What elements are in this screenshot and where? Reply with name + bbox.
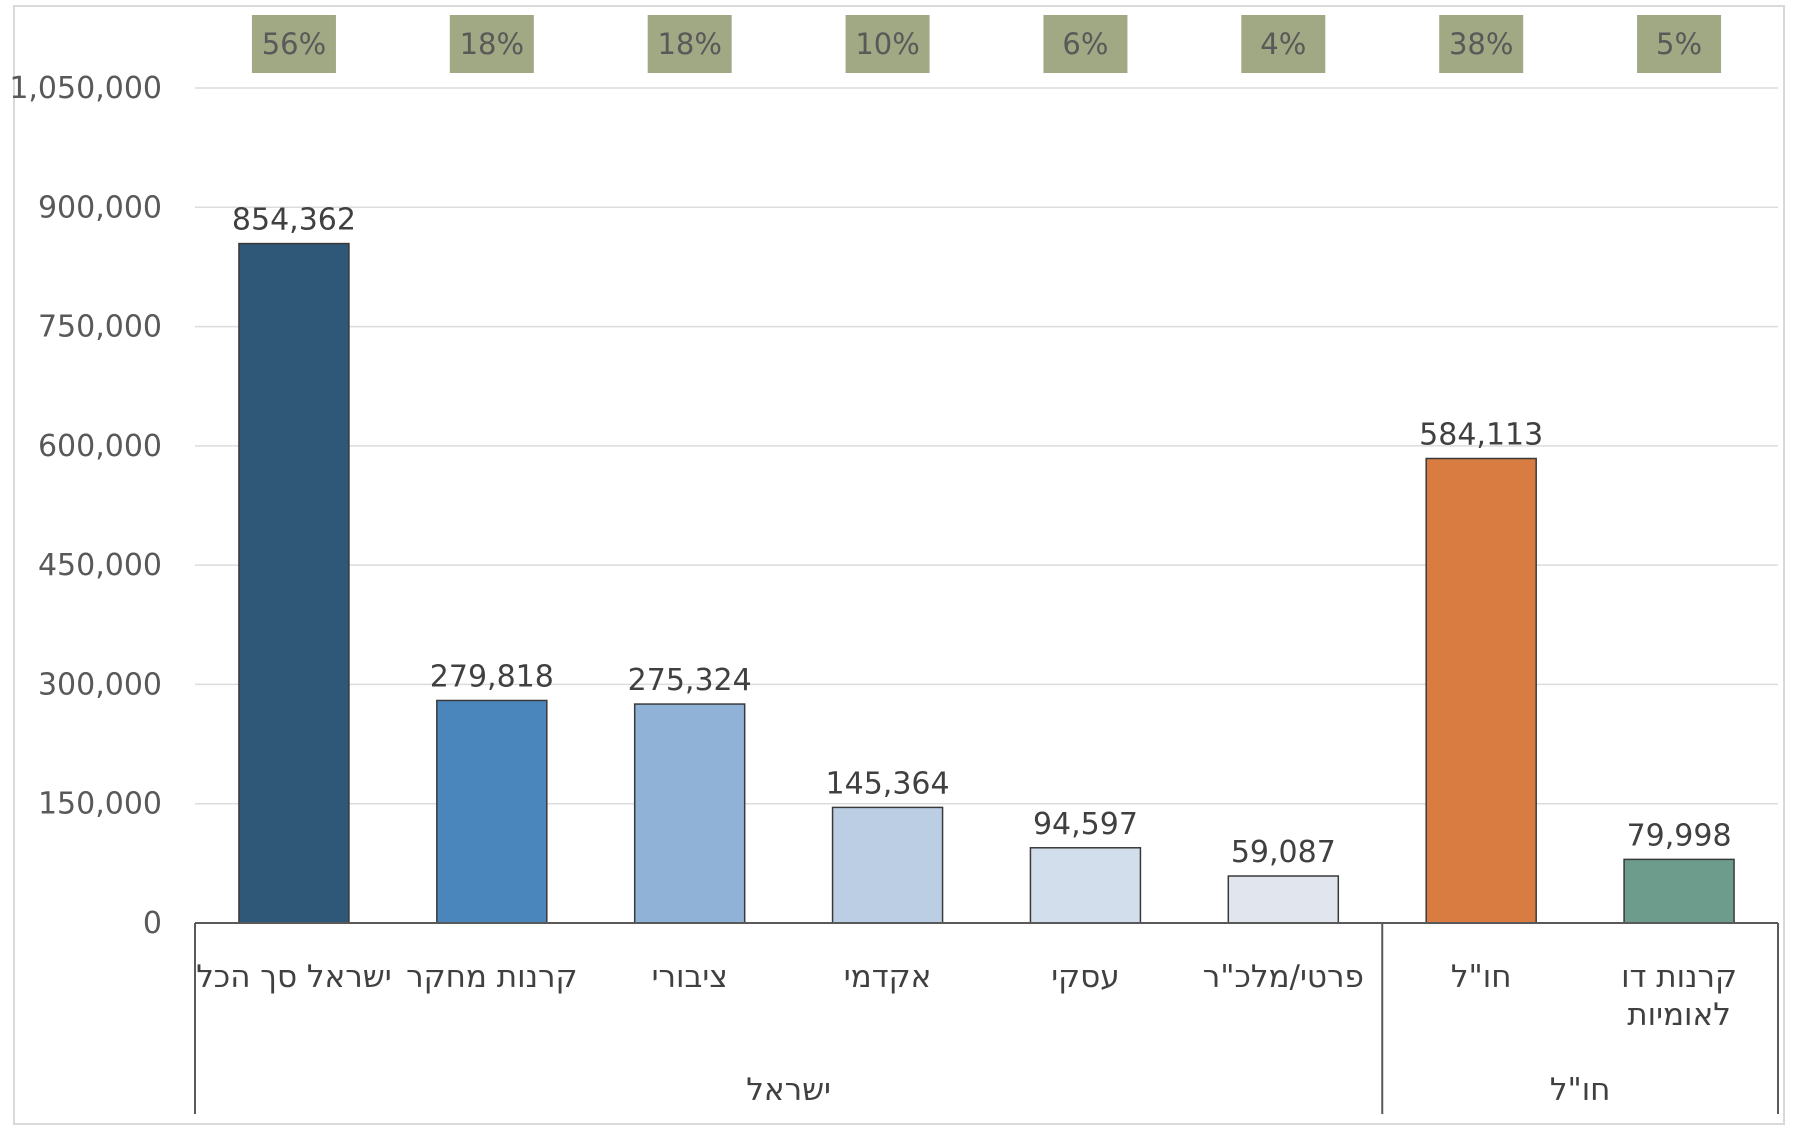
category-label: קרנות מחקר	[406, 959, 577, 995]
percentage-label: 10%	[855, 27, 919, 61]
category-label: אקדמי	[844, 959, 932, 995]
bars	[238, 242, 1735, 924]
category-label: ציבורי	[652, 959, 728, 995]
bar	[1623, 858, 1735, 924]
category-label: חו"ל	[1451, 959, 1512, 995]
y-tick-label: 450,000	[38, 548, 162, 583]
data-label: 79,998	[1627, 818, 1732, 853]
percentage-label: 56%	[262, 27, 326, 61]
percentage-label: 6%	[1062, 27, 1108, 61]
percentage-box	[1043, 15, 1128, 73]
percentage-label: 4%	[1260, 27, 1306, 61]
data-label: 275,324	[628, 663, 752, 698]
y-tick-label: 0	[143, 906, 162, 941]
percentage-label: 5%	[1656, 27, 1702, 61]
percentage-label: 18%	[657, 27, 721, 61]
y-tick-label: 300,000	[38, 667, 162, 702]
percentage-box	[251, 15, 336, 73]
bar	[1227, 875, 1340, 924]
percentage-box	[1637, 15, 1722, 73]
category-label: ישראל סך הכל	[196, 959, 391, 995]
y-tick-label: 750,000	[38, 310, 162, 345]
data-label: 145,364	[826, 766, 950, 801]
data-label: 94,597	[1033, 807, 1138, 842]
bar	[831, 806, 944, 924]
percentage-box	[647, 15, 732, 73]
percentage-label: 38%	[1449, 27, 1513, 61]
category-label: קרנות דו לאומיות	[1621, 959, 1737, 1033]
bar	[1425, 457, 1537, 924]
y-axis: 0 150,000 300,000 450,000 600,000 750,000 900,…	[9, 71, 162, 941]
percentage-boxes: 56% 18% 18% 10% 6% 4% 38% 5%	[251, 15, 1722, 73]
data-labels: 854,362 279,818 275,324 145,364 94,597 59,087…	[232, 203, 1732, 870]
data-label: 584,113	[1419, 417, 1543, 452]
chart-frame	[13, 5, 1785, 1125]
bar	[238, 242, 350, 924]
bar	[436, 699, 548, 924]
y-tick-label: 900,000	[38, 190, 162, 225]
percentage-box	[1439, 15, 1524, 73]
x-axis: ישראל סך הכל קרנות מחקר ציבורי אקדמי עסקי פרט…	[194, 922, 1779, 1114]
data-label: 59,087	[1231, 835, 1336, 870]
category-label: פרטי/מלכ"ר	[1203, 959, 1364, 995]
data-label: 279,818	[430, 659, 554, 694]
y-tick-label: 1,050,000	[9, 71, 162, 106]
group-label: ישראל	[746, 1072, 831, 1108]
percentage-box	[449, 15, 534, 73]
group-label: חו"ל	[1550, 1072, 1611, 1108]
percentage-label: 18%	[460, 27, 524, 61]
y-tick-label: 600,000	[38, 429, 162, 464]
bar	[633, 703, 746, 924]
data-label: 854,362	[232, 203, 356, 238]
y-tick-label: 150,000	[38, 787, 162, 822]
category-label: עסקי	[1051, 959, 1119, 995]
percentage-box	[1241, 15, 1326, 73]
bar	[1029, 847, 1142, 924]
percentage-box	[845, 15, 930, 73]
